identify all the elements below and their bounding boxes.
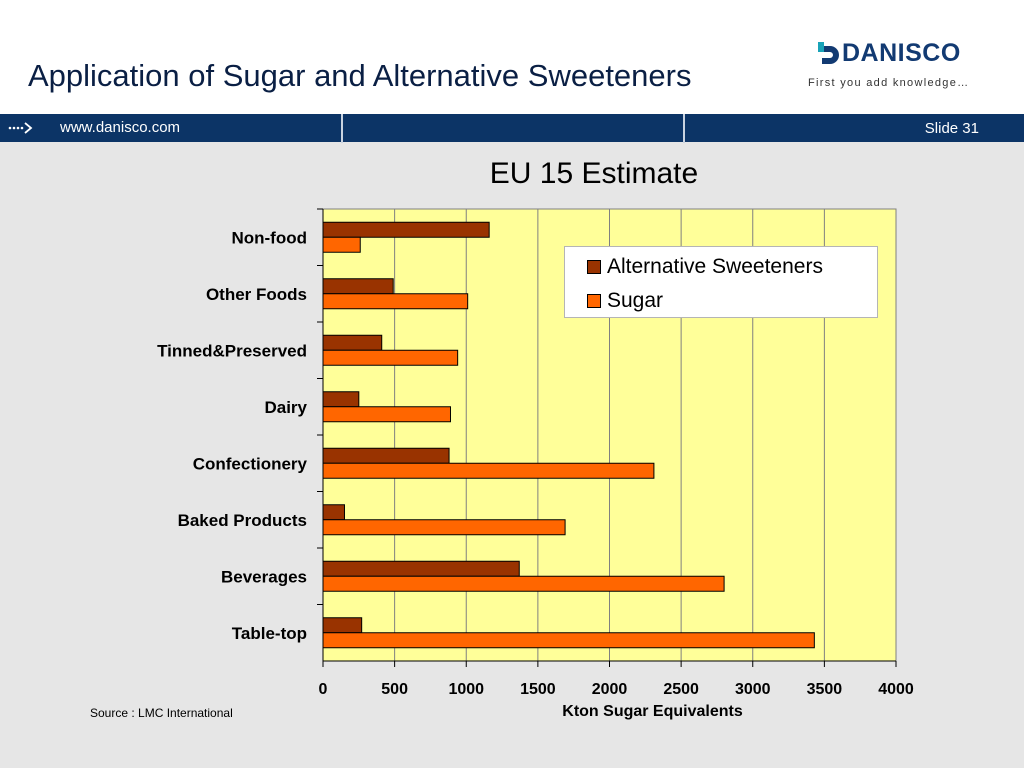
chart-legend: Alternative Sweeteners Sugar bbox=[564, 246, 878, 318]
x-tick-label: 3500 bbox=[807, 681, 843, 698]
x-axis-title: Kton Sugar Equivalents bbox=[562, 703, 743, 720]
category-label: Non-food bbox=[231, 228, 307, 247]
bar-sugar bbox=[322, 575, 725, 592]
slide-number: Slide 31 bbox=[924, 120, 979, 137]
x-tick-label: 0 bbox=[319, 681, 328, 698]
x-tick-label: 1000 bbox=[448, 681, 484, 698]
arrow-right-icon bbox=[8, 122, 33, 134]
category-label: Confectionery bbox=[193, 454, 308, 473]
x-tick-label: 2000 bbox=[592, 681, 628, 698]
legend-label: Alternative Sweeteners bbox=[607, 255, 823, 278]
bar-alternative-sweeteners bbox=[322, 560, 520, 577]
divider bbox=[341, 114, 343, 143]
x-tick-label: 500 bbox=[381, 681, 408, 698]
danisco-logo-mark-icon bbox=[818, 42, 839, 64]
x-tick-label: 3000 bbox=[735, 681, 771, 698]
legend-item-alternative-sweeteners: Alternative Sweeteners bbox=[587, 255, 823, 279]
category-label: Baked Products bbox=[178, 511, 307, 530]
bar-alternative-sweeteners bbox=[322, 334, 383, 351]
bar-sugar bbox=[322, 349, 459, 366]
danisco-logo: DANISCO First you add knowledge… bbox=[806, 39, 996, 96]
bar-alternative-sweeteners bbox=[322, 391, 360, 408]
legend-label: Sugar bbox=[607, 289, 664, 312]
legend-swatch bbox=[587, 294, 601, 308]
bar-sugar bbox=[322, 462, 655, 479]
category-label: Table-top bbox=[232, 624, 307, 643]
category-label: Beverages bbox=[221, 567, 307, 586]
legend-item-sugar: Sugar bbox=[587, 289, 663, 313]
logo-wordmark: DANISCO bbox=[842, 39, 961, 67]
slide-header: Application of Sugar and Alternative Swe… bbox=[0, 0, 1024, 113]
bar-sugar bbox=[322, 293, 469, 310]
divider bbox=[683, 114, 685, 143]
website-link[interactable]: www.danisco.com bbox=[60, 119, 181, 136]
x-tick-label: 4000 bbox=[878, 681, 914, 698]
x-tick-label: 2500 bbox=[663, 681, 699, 698]
bar-sugar bbox=[322, 406, 451, 423]
category-label: Dairy bbox=[264, 398, 307, 417]
bar-alternative-sweeteners bbox=[322, 617, 363, 634]
slide-footer-bar: www.danisco.com Slide 31 bbox=[0, 113, 1024, 143]
bar-alternative-sweeteners bbox=[322, 278, 394, 295]
logo-tagline: First you add knowledge… bbox=[808, 77, 970, 89]
bar-sugar bbox=[322, 632, 815, 649]
bar-sugar bbox=[322, 236, 361, 253]
bar-sugar bbox=[322, 519, 566, 536]
chart-title: EU 15 Estimate bbox=[489, 157, 699, 190]
bar-alternative-sweeteners bbox=[322, 221, 490, 238]
category-label: Tinned&Preserved bbox=[157, 341, 307, 360]
source-note: Source : LMC International bbox=[90, 706, 233, 720]
slide-title: Application of Sugar and Alternative Swe… bbox=[28, 58, 692, 93]
legend-swatch bbox=[587, 260, 601, 274]
bar-alternative-sweeteners bbox=[322, 504, 345, 521]
x-tick-label: 1500 bbox=[520, 681, 556, 698]
category-label: Other Foods bbox=[206, 285, 307, 304]
bar-alternative-sweeteners bbox=[322, 447, 450, 464]
